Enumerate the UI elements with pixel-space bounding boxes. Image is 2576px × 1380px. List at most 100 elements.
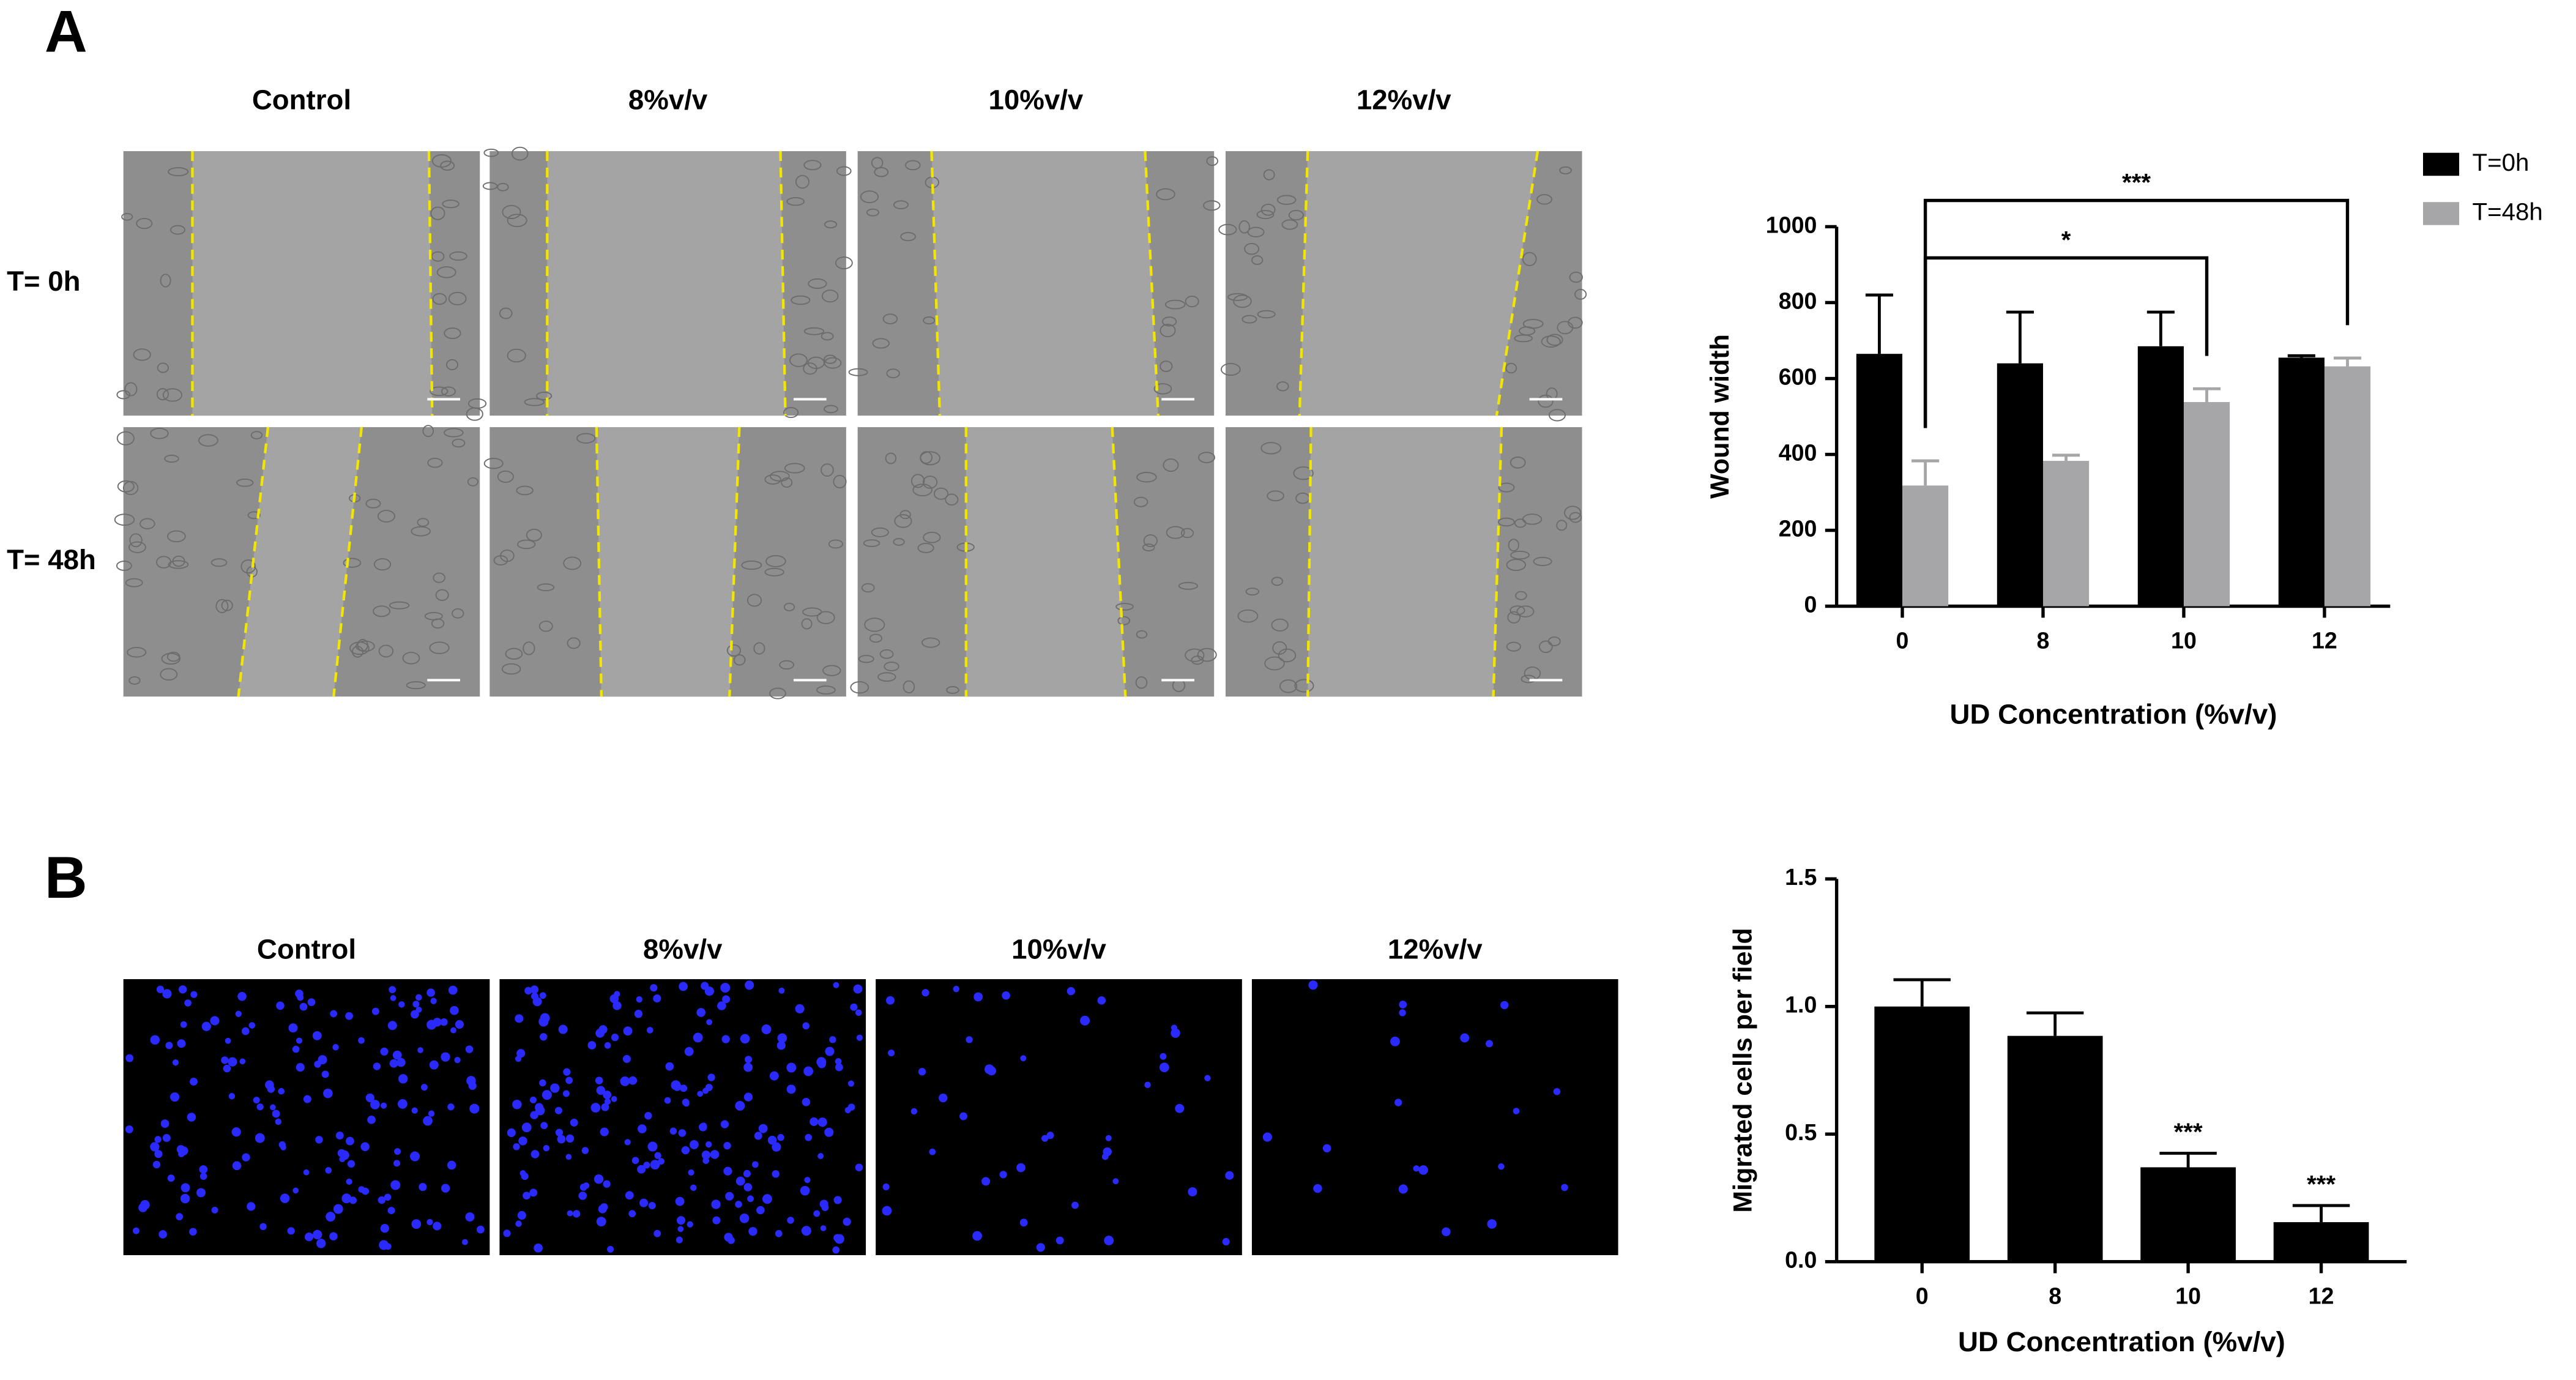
nucleus xyxy=(747,1195,754,1203)
cell xyxy=(373,558,392,571)
cell xyxy=(440,160,455,171)
cell xyxy=(1164,299,1186,310)
cell xyxy=(378,644,394,658)
nucleus xyxy=(1390,1036,1400,1046)
cell xyxy=(1559,166,1573,174)
cell xyxy=(1271,618,1289,632)
nucleus xyxy=(707,1073,715,1081)
cell xyxy=(1539,640,1553,654)
cell xyxy=(168,560,189,569)
nucleus xyxy=(278,1087,285,1095)
row-label: T= 48h xyxy=(7,544,96,575)
nucleus xyxy=(1104,1236,1114,1245)
nucleus xyxy=(676,1236,683,1244)
x-axis-title: UD Concentration (%v/v) xyxy=(1950,698,2277,729)
cell xyxy=(1288,209,1304,221)
cell xyxy=(427,458,443,468)
y-tick-label: 1.0 xyxy=(1785,992,1817,1018)
row-label: T= 0h xyxy=(7,266,80,297)
x-tick-label: 0 xyxy=(1896,628,1909,654)
cell xyxy=(824,220,838,229)
nucleus xyxy=(370,1100,380,1110)
cell xyxy=(523,641,535,655)
bar xyxy=(2140,1167,2236,1262)
nucleus xyxy=(637,1165,646,1174)
cell xyxy=(781,477,793,488)
nucleus xyxy=(646,1027,653,1034)
nucleus xyxy=(751,1161,759,1168)
cell xyxy=(1247,226,1265,237)
nucleus xyxy=(778,987,785,994)
cell xyxy=(121,212,133,221)
nucleus xyxy=(829,1036,836,1043)
nucleus xyxy=(411,1107,418,1114)
nucleus xyxy=(181,1183,190,1193)
nucleus xyxy=(1225,1171,1234,1180)
x-tick-label: 8 xyxy=(2037,628,2050,654)
cell xyxy=(1515,591,1527,600)
cell xyxy=(1498,482,1515,493)
x-tick-label: 12 xyxy=(2312,628,2337,654)
nucleus xyxy=(800,1185,810,1196)
nucleus xyxy=(513,1143,520,1151)
nucleus xyxy=(723,1166,732,1176)
nucleus xyxy=(743,1169,751,1177)
nucleus xyxy=(735,1201,742,1208)
nucleus xyxy=(390,1180,401,1190)
cell xyxy=(833,474,847,489)
nucleus xyxy=(178,985,187,994)
nucleus xyxy=(1188,1187,1197,1196)
nucleus xyxy=(1020,1055,1027,1062)
cell xyxy=(1206,156,1219,166)
nucleus xyxy=(461,1239,468,1245)
wound-area xyxy=(238,427,362,697)
nucleus xyxy=(292,1187,299,1194)
cell xyxy=(406,681,426,690)
nucleus xyxy=(373,1062,381,1070)
nucleus xyxy=(410,1010,419,1019)
cell xyxy=(726,644,742,657)
cell xyxy=(885,452,897,464)
nucleus xyxy=(665,1062,674,1071)
cell xyxy=(861,583,875,593)
bar xyxy=(2324,366,2371,606)
cell xyxy=(789,353,808,367)
legend-label: T=48h xyxy=(2473,198,2543,226)
cell xyxy=(1260,442,1282,455)
nucleus xyxy=(825,1046,835,1056)
nucleus xyxy=(587,1041,597,1050)
nucleus xyxy=(394,1148,401,1155)
cell xyxy=(538,621,553,632)
error-bar xyxy=(1912,459,1940,486)
cell xyxy=(1245,587,1260,596)
cell xyxy=(1227,293,1248,301)
cell xyxy=(1569,271,1583,283)
nucleus xyxy=(532,997,542,1007)
nucleus xyxy=(565,1154,572,1160)
nucleus xyxy=(381,1102,387,1109)
nucleus xyxy=(853,984,863,994)
nucleus xyxy=(507,1128,516,1138)
nucleus xyxy=(821,1204,829,1211)
nucleus xyxy=(966,1036,973,1043)
cell xyxy=(1263,169,1275,181)
nucleus xyxy=(534,1244,543,1253)
nucleus xyxy=(371,1007,379,1015)
cell xyxy=(803,160,822,171)
nucleus xyxy=(335,1132,344,1140)
nucleus xyxy=(648,1201,656,1209)
nucleus xyxy=(433,1018,442,1027)
nucleus xyxy=(515,1014,524,1023)
nucleus xyxy=(921,989,929,997)
nucleus xyxy=(518,1136,527,1146)
cell xyxy=(946,686,959,694)
cell xyxy=(116,561,132,571)
cell xyxy=(828,539,843,549)
nucleus xyxy=(1418,1165,1428,1175)
nucleus xyxy=(1171,1028,1180,1038)
cell xyxy=(1546,334,1563,346)
nucleus xyxy=(543,1144,550,1152)
nucleus xyxy=(743,1092,753,1102)
cell xyxy=(923,316,936,325)
panel-label: B xyxy=(45,845,87,911)
